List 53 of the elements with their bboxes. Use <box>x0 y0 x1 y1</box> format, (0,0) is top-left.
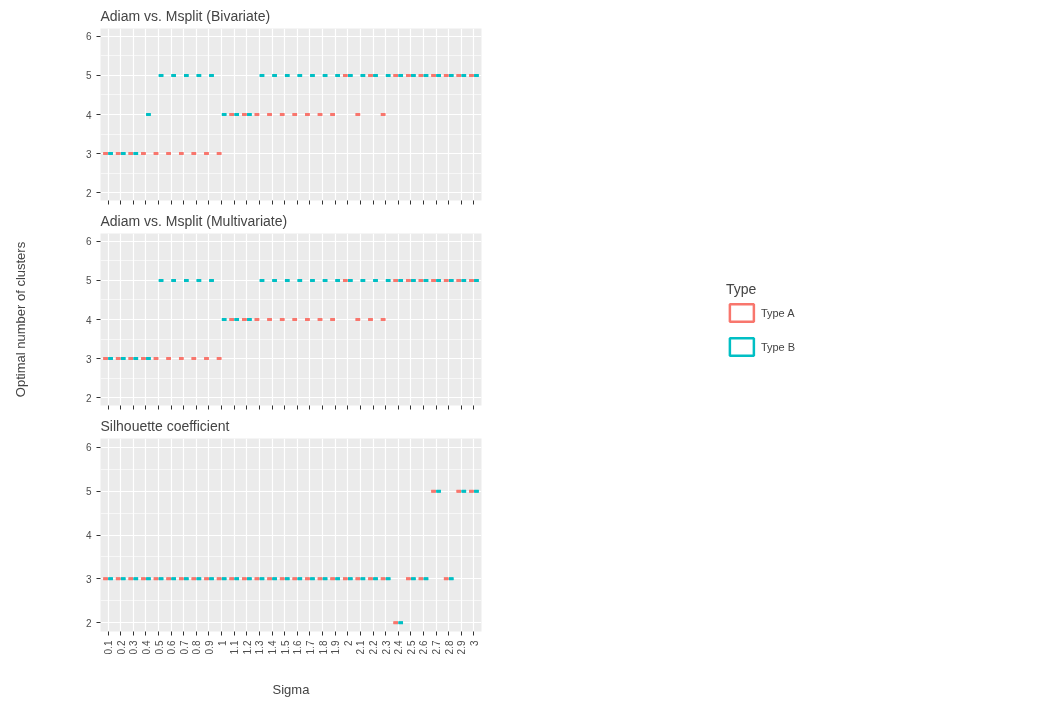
x-tick-label: 2 <box>342 640 354 647</box>
y-tick-label: 5 <box>85 486 92 498</box>
y-tick-label: 2 <box>85 617 92 629</box>
x-tick-label: 2.7 <box>431 640 443 655</box>
x-tick-label: 1.4 <box>267 640 279 655</box>
y-tick-label: 2 <box>85 187 92 199</box>
x-tick-label: 0.8 <box>191 640 203 655</box>
y-tick-label: 3 <box>85 148 92 160</box>
x-tick-label: 0.6 <box>166 640 178 655</box>
x-tick-label: 1.1 <box>229 640 241 655</box>
y-tick-label: 3 <box>85 353 92 365</box>
y-tick-label: 2 <box>85 392 92 404</box>
x-tick-label: 2.3 <box>380 640 392 655</box>
y-tick-label: 4 <box>85 109 92 121</box>
x-tick-label: 1.9 <box>330 640 342 655</box>
x-axis-title: Sigma <box>272 682 311 698</box>
x-tick-label: 2.8 <box>443 640 455 655</box>
x-tick-label: 0.5 <box>153 640 165 655</box>
x-tick-label: 0.3 <box>128 640 140 655</box>
x-tick-label: 3 <box>468 640 480 647</box>
y-tick-label: 3 <box>85 573 92 585</box>
x-tick-label: 1.8 <box>317 640 329 655</box>
x-tick-label: 0.1 <box>103 640 115 655</box>
legend-title: Type <box>725 280 758 297</box>
x-tick-label: 2.4 <box>393 640 405 655</box>
x-tick-label: 2.2 <box>368 640 379 655</box>
y-tick-label: 6 <box>85 442 92 454</box>
x-tick-label: 1.2 <box>241 640 253 655</box>
x-tick-label: 2.1 <box>355 640 367 655</box>
x-tick-label: 0.2 <box>115 640 127 655</box>
legend-label: Type B <box>760 340 796 353</box>
x-tick-label: 1.3 <box>254 640 266 655</box>
x-tick-label: 2.5 <box>405 640 417 655</box>
x-tick-label: 0.9 <box>204 640 215 655</box>
y-axis-title: Optimal number of clusters <box>12 241 28 398</box>
legend-label: Type A <box>760 306 795 319</box>
y-tick-label: 6 <box>85 31 92 43</box>
x-tick-label: 2.9 <box>456 640 468 655</box>
x-tick-label: 1.7 <box>304 640 316 655</box>
y-tick-label: 5 <box>85 70 92 82</box>
y-tick-label: 6 <box>85 236 92 248</box>
chart-title: Silhouette coefficient <box>100 417 230 434</box>
x-tick-label: 1 <box>216 640 228 647</box>
y-tick-label: 4 <box>85 314 92 326</box>
y-tick-label: 5 <box>85 275 92 287</box>
x-tick-label: 2.6 <box>418 640 430 655</box>
x-tick-label: 0.4 <box>140 640 152 655</box>
x-tick-label: 1.6 <box>292 640 304 655</box>
y-tick-label: 4 <box>85 530 92 541</box>
chart-title: Adiam vs. Msplit (Bivariate) <box>100 7 271 24</box>
chart-title: Adiam vs. Msplit (Multivariate) <box>100 212 288 229</box>
x-tick-label: 0.7 <box>178 640 190 655</box>
x-tick-label: 1.5 <box>279 640 291 655</box>
